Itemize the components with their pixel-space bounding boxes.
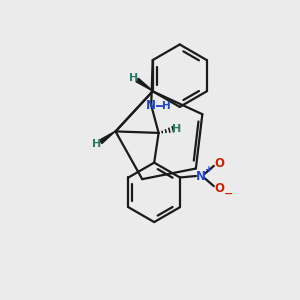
Polygon shape	[136, 78, 153, 91]
Text: +: +	[205, 165, 212, 174]
Text: H: H	[92, 139, 102, 149]
Text: −: −	[224, 189, 233, 199]
Text: N: N	[196, 169, 206, 182]
Text: N: N	[146, 99, 156, 112]
Text: O: O	[214, 157, 224, 170]
Text: O: O	[214, 182, 224, 195]
Text: H: H	[162, 101, 171, 111]
Text: H: H	[172, 124, 182, 134]
Text: H: H	[129, 73, 138, 82]
Polygon shape	[100, 131, 116, 143]
